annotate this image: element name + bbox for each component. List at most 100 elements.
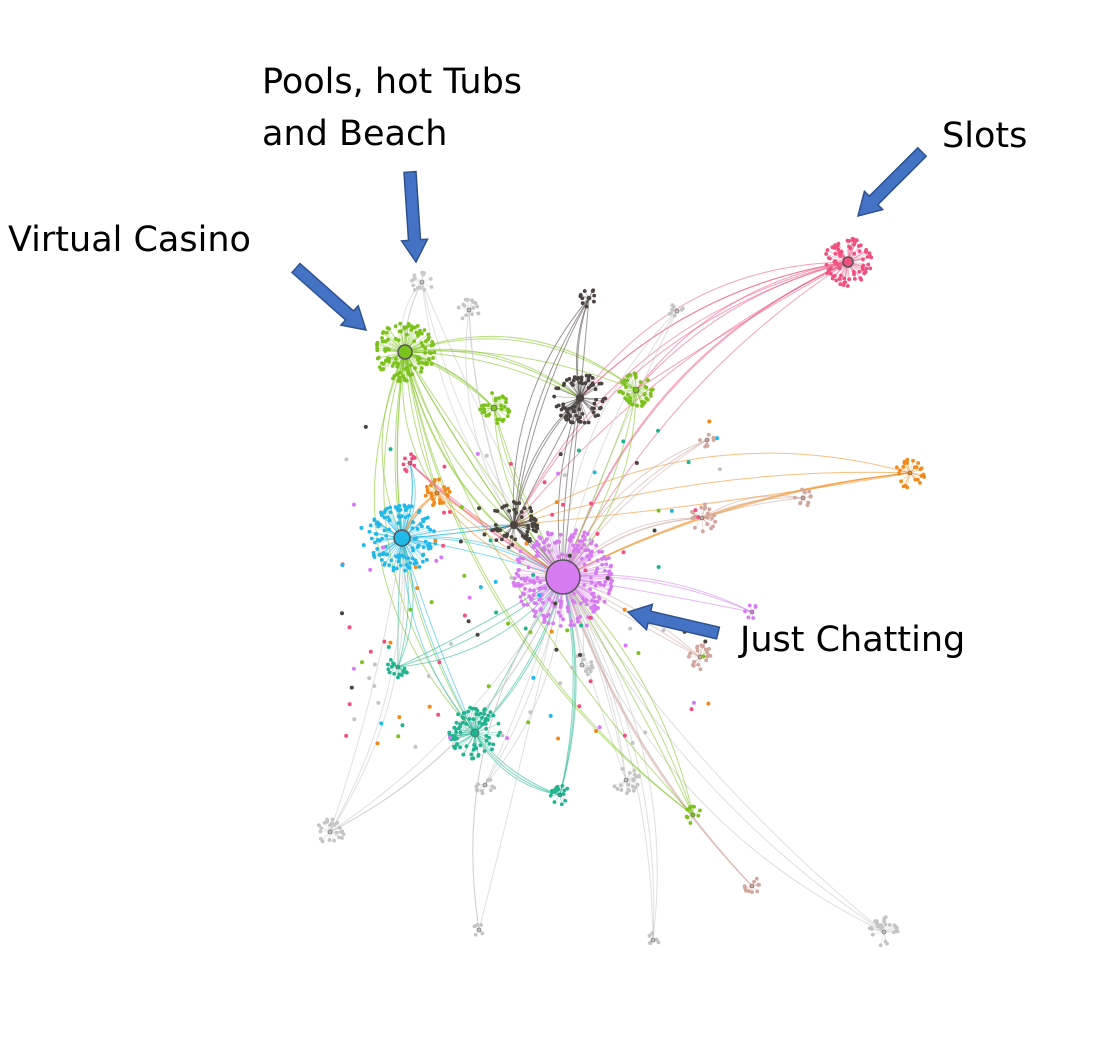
- leaf-node: [585, 305, 589, 309]
- hub-node-gray-upper: [467, 308, 471, 312]
- hub-node-orange-right: [908, 471, 912, 475]
- annotation-just-chatting-text: Just Chatting: [740, 614, 965, 666]
- scatter-node: [387, 645, 391, 649]
- leaf-node: [483, 410, 487, 414]
- leaf-node: [472, 743, 476, 747]
- leaf-node: [387, 327, 391, 331]
- scatter-node: [415, 586, 419, 590]
- leaf-node: [598, 382, 602, 386]
- scatter-node: [594, 729, 598, 733]
- leaf-node: [633, 786, 637, 790]
- leaf-node: [381, 331, 385, 335]
- leaf-node: [895, 928, 899, 932]
- leaf-node: [458, 745, 462, 749]
- leaf-node: [847, 245, 851, 249]
- leaf-node: [603, 600, 607, 604]
- leaf-node: [835, 262, 839, 266]
- leaf-node: [597, 595, 601, 599]
- scatter-node: [494, 580, 498, 584]
- leaf-node: [497, 722, 501, 726]
- leaf-node: [489, 788, 493, 792]
- leaf-node: [427, 357, 431, 361]
- edge-rose-2-rose-1: [702, 498, 803, 518]
- leaf-node: [613, 784, 617, 788]
- leaf-node: [671, 303, 675, 307]
- leaf-node: [756, 883, 760, 887]
- leaf-node: [479, 923, 483, 927]
- leaf-node: [537, 598, 541, 602]
- edge-slots-lime-small-2: [636, 262, 848, 390]
- leaf-node: [619, 390, 623, 394]
- leaf-node: [405, 670, 409, 674]
- leaf-node: [609, 565, 613, 569]
- leaf-node: [754, 605, 758, 609]
- scatter-node: [623, 734, 627, 738]
- leaf-node: [591, 383, 595, 387]
- leaf-node: [555, 405, 559, 409]
- hub-node-teal-small: [558, 793, 562, 797]
- scatter-node: [630, 741, 634, 745]
- arrow-just-chatting: [628, 604, 719, 639]
- leaf-node: [623, 396, 627, 400]
- scatter-node: [563, 473, 567, 477]
- leaf-node: [853, 277, 857, 281]
- leaf-node: [398, 329, 402, 333]
- scatter-node: [468, 596, 472, 600]
- leaf-node: [580, 539, 584, 543]
- leaf-node: [377, 356, 381, 360]
- leaf-node: [397, 556, 401, 560]
- leaf-node: [574, 414, 578, 418]
- leaf-node: [851, 238, 855, 242]
- leaf-node: [373, 555, 377, 559]
- hub-node-gray-chain-2: [477, 928, 481, 932]
- scatter-node: [623, 608, 627, 612]
- leaf-node: [413, 288, 417, 292]
- leaf-node: [340, 830, 344, 834]
- leaf-node: [470, 757, 474, 761]
- leaf-node: [897, 472, 901, 476]
- leaf-node: [867, 251, 871, 255]
- leaf-node: [381, 340, 385, 344]
- leaf-node: [592, 606, 596, 610]
- leaf-node: [410, 505, 414, 509]
- leaf-node: [879, 943, 883, 947]
- leaf-node: [382, 551, 386, 555]
- leaf-node: [699, 667, 703, 671]
- leaf-node: [681, 306, 685, 310]
- leaf-node: [402, 462, 406, 466]
- leaf-node: [586, 672, 590, 676]
- leaf-node: [709, 527, 713, 531]
- leaf-node: [610, 579, 614, 583]
- leaf-node: [378, 365, 382, 369]
- leaf-node: [693, 526, 697, 530]
- leaf-node: [400, 514, 404, 518]
- leaf-node: [457, 306, 461, 310]
- leaf-node: [491, 714, 495, 718]
- leaf-node: [321, 839, 325, 843]
- scatter-node: [550, 548, 554, 552]
- scatter-node: [653, 528, 657, 532]
- leaf-node: [669, 312, 673, 316]
- leaf-node: [619, 788, 623, 792]
- scatter-node: [628, 627, 632, 631]
- leaf-node: [453, 746, 457, 750]
- leaf-node: [472, 748, 476, 752]
- leaf-node: [465, 744, 469, 748]
- scatter-node: [593, 470, 597, 474]
- scatter-node: [352, 717, 356, 721]
- cluster-orange-right: [895, 458, 926, 489]
- leaf-node: [534, 601, 538, 605]
- scatter-node: [588, 538, 592, 542]
- hub-node-pink-small: [408, 461, 412, 465]
- leaf-node: [572, 623, 576, 627]
- edge-gray-upper-right-just-chatting: [563, 311, 677, 577]
- leaf-node: [547, 613, 551, 617]
- leaf-node: [504, 400, 508, 404]
- leaf-node: [545, 537, 549, 541]
- leaf-node: [829, 272, 833, 276]
- leaf-node: [744, 889, 748, 893]
- leaf-node: [591, 288, 595, 292]
- leaf-node: [404, 515, 408, 519]
- leaf-node: [588, 587, 592, 591]
- arrow-virtual-casino: [292, 264, 366, 331]
